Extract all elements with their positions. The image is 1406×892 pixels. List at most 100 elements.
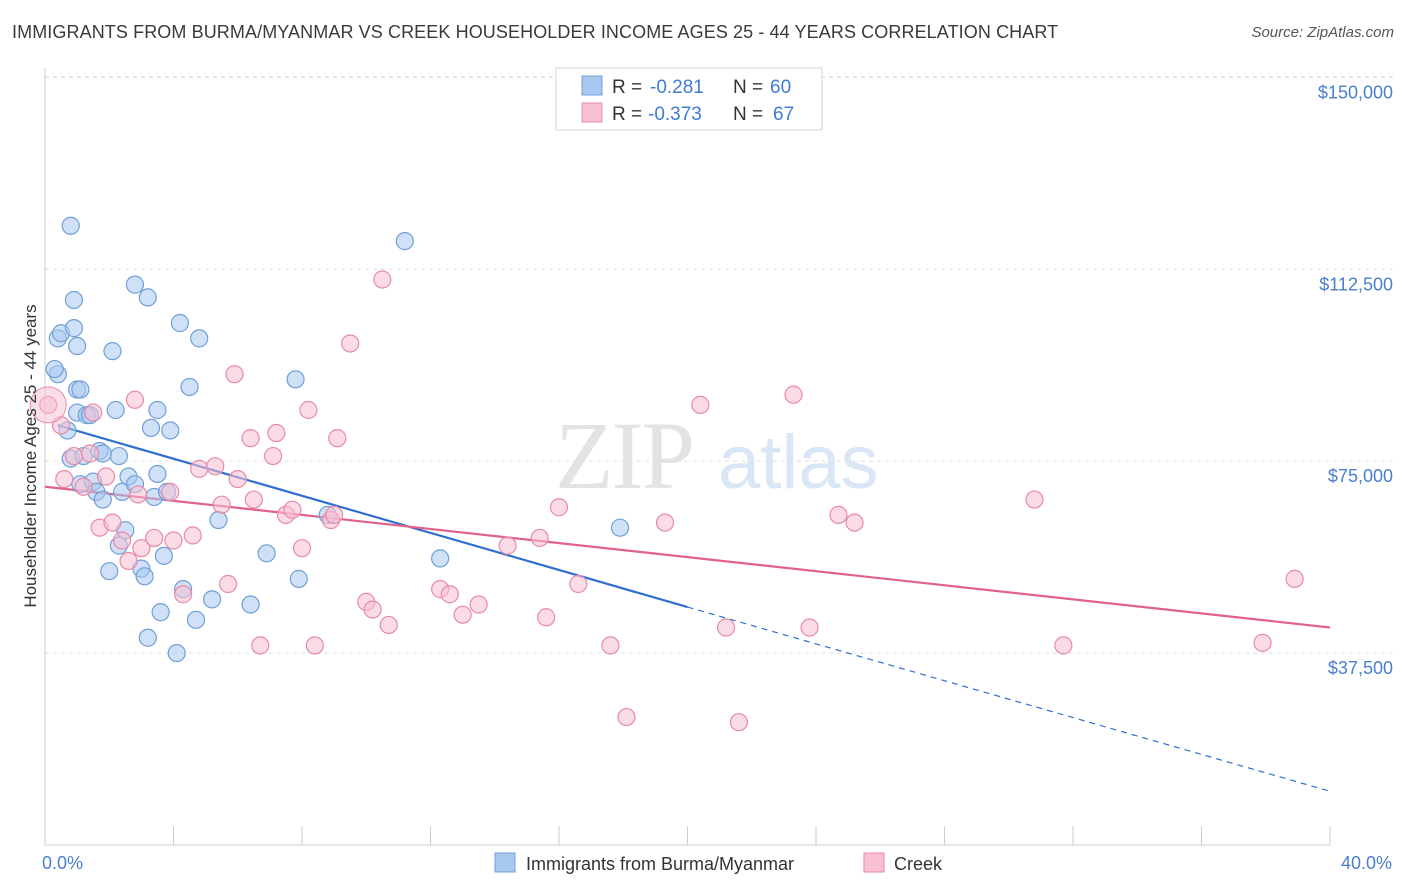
y-tick-labels: $150,000 $112,500 $75,000 $37,500 <box>1318 82 1393 678</box>
data-points <box>29 216 1304 732</box>
legend-swatch-pink <box>581 102 603 123</box>
burma-point <box>135 567 154 586</box>
burma-point <box>148 400 167 420</box>
burma-point <box>106 400 125 420</box>
bottom-legend-swatch-blue <box>494 852 516 873</box>
creek-point <box>263 446 283 466</box>
bottom-legend-label: Immigrants from Burma/Myanmar <box>526 854 794 874</box>
burma-point <box>148 464 167 484</box>
burma-point <box>610 518 630 537</box>
creek-point <box>219 574 238 594</box>
source-label: Source: ZipAtlas.com <box>1251 24 1394 41</box>
bottom-legend-swatch-pink <box>863 852 885 873</box>
bottom-legend: Immigrants from Burma/Myanmar Creek <box>494 852 943 874</box>
creek-point <box>174 585 193 604</box>
burma-point <box>138 288 157 307</box>
creek-point <box>212 495 231 514</box>
burma-point <box>93 490 112 509</box>
creek-point <box>74 477 93 496</box>
burma-point <box>125 275 145 294</box>
chart-title: IMMIGRANTS FROM BURMA/MYANMAR VS CREEK H… <box>12 22 1059 42</box>
burma-point <box>161 421 180 440</box>
creek-point <box>80 444 100 463</box>
creek-point <box>84 403 103 422</box>
creek-point <box>119 551 138 571</box>
creek-point <box>129 485 148 504</box>
burma-point <box>154 546 173 565</box>
creek-point <box>29 386 67 424</box>
creek-point <box>440 585 459 604</box>
burma-point <box>71 380 90 399</box>
creek-point <box>103 513 122 532</box>
legend-r-label: R = <box>612 77 642 98</box>
creek-point <box>379 615 398 635</box>
creek-point <box>55 469 74 489</box>
legend-n-label: N = <box>733 104 763 125</box>
creek-point <box>325 505 344 525</box>
creek-point <box>112 531 132 550</box>
creek-point <box>537 608 556 627</box>
creek-point <box>292 539 312 558</box>
axes <box>44 68 1331 846</box>
creek-point <box>228 469 247 489</box>
creek-point <box>190 459 209 478</box>
creek-point <box>125 390 145 409</box>
y-tick-label: $150,000 <box>1318 82 1393 102</box>
legend-r-value: -0.281 <box>650 77 704 98</box>
creek-point <box>1253 633 1272 652</box>
creek-point <box>601 636 620 655</box>
burma-point <box>209 510 228 530</box>
creek-point <box>655 513 675 532</box>
burma-point <box>190 329 209 348</box>
burma-point <box>103 342 122 361</box>
creek-point <box>241 429 260 448</box>
burma-point <box>289 569 308 588</box>
creek-point <box>1054 636 1073 655</box>
creek-point <box>341 334 360 353</box>
creek-point <box>1025 490 1044 509</box>
creek-point <box>132 539 151 558</box>
burma-point <box>100 562 119 581</box>
creek-point <box>96 467 116 486</box>
creek-point <box>530 528 549 548</box>
creek-point <box>164 531 183 550</box>
creek-point <box>251 636 270 655</box>
burma-point <box>68 336 87 356</box>
legend-n-value: 60 <box>770 77 791 98</box>
burma-point <box>431 549 450 568</box>
burma-point <box>286 370 305 389</box>
legend: R = -0.281 N = 60 R = -0.373 N = 67 <box>555 67 823 131</box>
burma-point <box>202 590 222 609</box>
creek-point <box>800 618 819 637</box>
creek-point <box>716 618 736 637</box>
legend-swatch-blue <box>581 75 603 96</box>
creek-point <box>183 526 202 545</box>
creek-trend-line <box>44 485 1331 629</box>
creek-point <box>64 446 84 466</box>
burma-point <box>61 216 80 235</box>
creek-point <box>206 457 225 476</box>
burma-point <box>170 313 190 333</box>
creek-point <box>267 423 286 443</box>
bottom-legend-label: Creek <box>894 854 943 874</box>
creek-point <box>283 500 302 519</box>
y-axis-label: Householder Income Ages 25 - 44 years <box>21 304 40 607</box>
burma-point <box>64 319 84 338</box>
creek-point <box>363 600 382 619</box>
burma-point <box>180 377 199 397</box>
creek-point <box>549 498 569 517</box>
creek-point <box>784 385 803 404</box>
legend-r-label: R = <box>612 104 642 125</box>
creek-point <box>305 636 324 655</box>
legend-n-value: 67 <box>773 104 794 125</box>
creek-point <box>617 707 636 727</box>
x-tick-label: 40.0% <box>1341 853 1392 873</box>
creek-point <box>161 482 180 501</box>
creek-point <box>373 270 392 289</box>
burma-point <box>186 610 206 629</box>
creek-point <box>453 605 472 624</box>
watermark-atlas: atlas <box>718 420 879 505</box>
creek-point <box>829 505 848 525</box>
burma-point <box>45 359 64 379</box>
legend-r-value: -0.373 <box>648 104 702 125</box>
